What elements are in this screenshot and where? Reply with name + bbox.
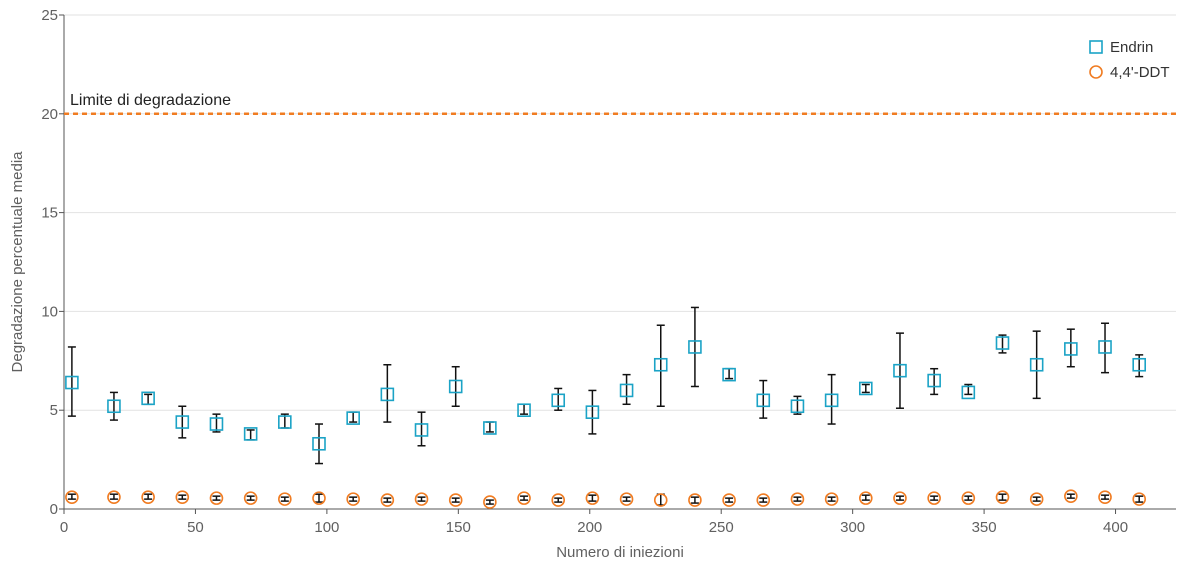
data-point-square	[927, 373, 941, 388]
data-point-circle	[1132, 492, 1146, 506]
y-tick-label: 15	[41, 205, 58, 222]
data-point-circle	[107, 490, 121, 504]
data-point-circle	[209, 491, 224, 505]
data-point-circle	[1029, 492, 1044, 506]
data-point-square	[483, 421, 497, 435]
legend-marker-ddt	[1089, 65, 1103, 79]
data-point-square	[824, 393, 839, 408]
data-point-circle	[893, 491, 907, 505]
degradation-limit: Limite di degradazione	[64, 92, 1176, 116]
data-point-square	[380, 387, 395, 402]
data-point-square	[1029, 357, 1044, 372]
degradation-limit-label: Limite di degradazione	[70, 92, 231, 109]
legend-label: Endrin	[1110, 39, 1153, 56]
data-point-circle	[380, 493, 395, 507]
data-point-circle	[961, 491, 976, 505]
legend-marker-endrin	[1089, 40, 1103, 54]
legend-label: 4,4'-DDT	[1110, 64, 1170, 81]
data-marks	[65, 306, 1146, 509]
x-tick-label: 100	[314, 519, 339, 536]
data-point-square	[414, 423, 429, 437]
data-point-square	[209, 417, 224, 431]
data-point-circle	[858, 491, 873, 505]
data-point-square	[653, 357, 668, 372]
data-point-circle	[346, 492, 360, 506]
data-point-square	[346, 411, 360, 425]
data-point-circle	[995, 490, 1010, 504]
data-point-circle	[756, 493, 771, 507]
data-point-square	[551, 393, 566, 408]
data-point-square	[585, 405, 600, 419]
data-point-square	[756, 393, 771, 408]
grid-lines	[64, 14, 1176, 411]
data-point-square	[141, 391, 155, 406]
data-point-square	[961, 385, 976, 400]
data-point-square	[278, 415, 292, 429]
data-point-circle	[653, 493, 668, 507]
data-point-circle	[927, 491, 941, 505]
data-point-square	[619, 383, 634, 398]
data-point-square	[312, 436, 326, 451]
data-point-square	[893, 363, 907, 378]
data-point-circle	[688, 493, 702, 507]
data-point-circle	[65, 490, 79, 504]
data-point-square	[243, 427, 258, 441]
x-tick-label: 0	[60, 519, 68, 536]
data-point-circle	[790, 492, 805, 506]
data-point-square	[1064, 342, 1078, 356]
data-point-square	[448, 379, 463, 394]
y-axis-title: Degradazione percentuale media	[9, 151, 26, 373]
legend: Endrin 4,4'-DDT	[1089, 39, 1170, 81]
data-point-circle	[585, 491, 600, 505]
x-tick-label: 250	[709, 519, 734, 536]
data-point-square	[65, 375, 79, 390]
x-tick-label: 300	[840, 519, 865, 536]
data-point-circle	[619, 492, 634, 506]
data-point-square	[688, 340, 702, 354]
series-endrin	[65, 306, 1146, 465]
series-ddt	[65, 489, 1146, 509]
data-point-circle	[414, 492, 429, 506]
y-tick-label: 25	[41, 7, 58, 24]
data-point-circle	[175, 490, 190, 504]
x-tick-label: 200	[577, 519, 602, 536]
data-point-circle	[312, 491, 326, 505]
data-point-circle	[278, 492, 292, 506]
data-point-circle	[824, 492, 839, 506]
y-tick-label: 5	[50, 402, 58, 419]
data-point-circle	[141, 490, 155, 504]
data-point-square	[517, 403, 531, 418]
data-point-square	[790, 399, 805, 414]
data-point-circle	[722, 493, 736, 507]
x-tick-label: 350	[972, 519, 997, 536]
x-axis-title: Numero di iniezioni	[556, 544, 684, 561]
x-tick-label: 50	[187, 519, 204, 536]
data-point-square	[995, 336, 1010, 350]
data-point-square	[175, 415, 190, 429]
data-point-square	[858, 381, 873, 396]
x-tick-label: 150	[446, 519, 471, 536]
y-tick-label: 0	[50, 501, 58, 518]
data-point-square	[722, 367, 736, 382]
data-point-circle	[551, 493, 566, 507]
data-point-square	[1132, 357, 1146, 372]
data-point-circle	[1064, 489, 1078, 503]
data-point-circle	[517, 491, 531, 505]
y-tick-label: 10	[41, 303, 58, 320]
data-point-circle	[483, 495, 497, 509]
data-point-square	[107, 399, 121, 414]
x-tick-label: 400	[1103, 519, 1128, 536]
y-tick-label: 20	[41, 106, 58, 123]
data-point-circle	[1098, 490, 1112, 504]
data-point-square	[1098, 340, 1112, 354]
data-point-circle	[243, 491, 258, 505]
data-point-circle	[448, 493, 463, 507]
